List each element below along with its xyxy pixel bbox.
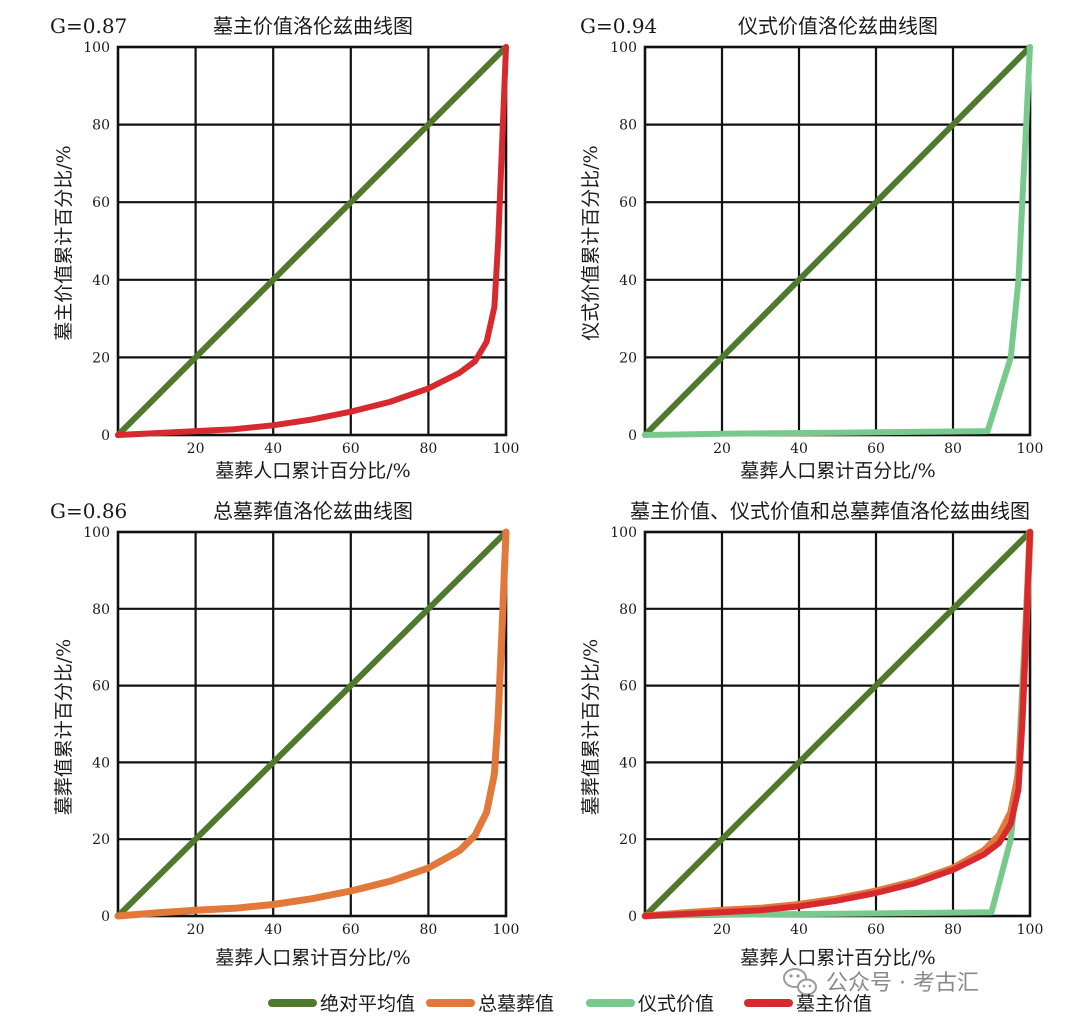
y-tick-label: 20 [619, 832, 637, 848]
x-tick-label: 100 [493, 922, 520, 938]
legend-item-equality: 绝对平均值 [268, 993, 415, 1015]
legend-label: 绝对平均值 [320, 993, 415, 1015]
y-tick-label: 80 [92, 118, 110, 134]
plot-area: 0 20 40 60 80 100 20 40 60 80 100 [83, 40, 519, 457]
y-axis-label: 墓主价值累计百分比/% [53, 145, 75, 340]
y-tick-label: 60 [619, 679, 637, 695]
x-tick-label: 80 [419, 922, 437, 938]
x-tick-label: 80 [419, 441, 437, 457]
y-tick-label: 0 [101, 909, 110, 925]
plot-frame [116, 530, 508, 918]
watermark: 公众号 · 考古汇 [783, 968, 979, 996]
series-line-ritual [642, 44, 1033, 438]
plot-area: 0 20 40 60 80 100 20 40 60 80 100 [610, 525, 1043, 938]
series-line-total [114, 528, 510, 920]
watermark-text: 公众号 · 考古汇 [826, 971, 979, 996]
x-tick-label: 20 [187, 922, 205, 938]
legend-item-owner: 墓主价值 [744, 993, 872, 1015]
series-line-equality [642, 44, 1033, 438]
y-tick-label: 80 [92, 602, 110, 618]
chart-title: 总墓葬值洛伦兹曲线图 [213, 499, 413, 523]
panel-combined: 墓主价值、仪式价值和总墓葬值洛伦兹曲线图 0 20 40 60 80 100 20 40 60 8… [580, 499, 1043, 969]
legend-label: 总墓葬值 [478, 993, 554, 1015]
x-tick-label: 20 [187, 441, 205, 457]
y-axis-label: 墓葬值累计百分比/% [53, 639, 75, 815]
x-tick-label: 80 [944, 441, 962, 457]
legend-label: 墓主价值 [796, 993, 872, 1015]
y-tick-label: 100 [83, 40, 110, 56]
x-axis-label: 墓葬人口累计百分比/% [215, 460, 410, 482]
y-tick-label: 60 [619, 195, 637, 211]
plot-area: 0 20 40 60 80 100 20 40 60 80 100 [610, 40, 1043, 457]
y-tick-label: 100 [610, 525, 637, 541]
gini-label: G=0.86 [50, 499, 127, 523]
y-tick-label: 20 [619, 350, 637, 366]
x-tick-label: 100 [1017, 922, 1044, 938]
y-tick-label: 0 [101, 428, 110, 444]
x-tick-label: 40 [790, 922, 808, 938]
y-tick-label: 0 [628, 428, 637, 444]
legend-item-ritual: 仪式价值 [586, 993, 714, 1015]
gini-label: G=0.87 [50, 14, 127, 38]
series-line-equality [115, 529, 509, 919]
plot-frame [116, 45, 508, 437]
x-axis-label: 墓葬人口累计百分比/% [215, 947, 410, 969]
y-tick-label: 100 [83, 525, 110, 541]
y-tick-label: 40 [92, 273, 110, 289]
series-line-equality [115, 44, 509, 438]
gini-label: G=0.94 [580, 14, 657, 38]
y-tick-label: 60 [92, 195, 110, 211]
legend-label: 仪式价值 [638, 993, 714, 1015]
y-tick-label: 20 [92, 350, 110, 366]
y-tick-label: 40 [619, 755, 637, 771]
legend: 绝对平均值 总墓葬值 仪式价值 墓主价值 [268, 993, 872, 1015]
y-tick-label: 60 [92, 679, 110, 695]
x-tick-label: 40 [264, 441, 282, 457]
plot-area: 0 20 40 60 80 100 20 40 60 80 100 [83, 525, 519, 938]
y-tick-label: 40 [619, 273, 637, 289]
x-tick-label: 100 [493, 441, 520, 457]
x-tick-label: 40 [790, 441, 808, 457]
wechat-icon [783, 968, 817, 996]
x-tick-label: 20 [713, 441, 731, 457]
panel-total-value: G=0.86 总墓葬值洛伦兹曲线图 0 20 40 60 80 100 20 40 60 80 10… [50, 499, 519, 969]
chart-title: 仪式价值洛伦兹曲线图 [738, 14, 938, 38]
panel-owner-value: G=0.87 墓主价值洛伦兹曲线图 0 20 40 60 80 100 20 40 60 80 10… [50, 14, 519, 482]
y-tick-label: 40 [92, 755, 110, 771]
x-tick-label: 60 [867, 922, 885, 938]
x-tick-label: 60 [867, 441, 885, 457]
x-axis-label: 墓葬人口累计百分比/% [740, 460, 935, 482]
x-tick-label: 80 [944, 922, 962, 938]
chart-title: 墓主价值洛伦兹曲线图 [213, 14, 413, 38]
y-tick-label: 80 [619, 118, 637, 134]
series-line-owner [642, 529, 1033, 919]
y-tick-label: 80 [619, 602, 637, 618]
y-tick-label: 20 [92, 832, 110, 848]
legend-item-total: 总墓葬值 [426, 993, 554, 1015]
panel-ritual-value: G=0.94 仪式价值洛伦兹曲线图 0 20 40 60 80 100 20 40 60 80 10… [580, 14, 1043, 482]
y-axis-label: 墓葬值累计百分比/% [580, 639, 602, 815]
series-line-equality [642, 529, 1033, 919]
y-tick-label: 0 [628, 909, 637, 925]
x-axis-label: 墓葬人口累计百分比/% [740, 947, 935, 969]
x-tick-label: 60 [342, 441, 360, 457]
series-line-owner [115, 44, 509, 438]
y-axis-label: 仪式价值累计百分比/% [580, 145, 602, 340]
x-tick-label: 100 [1017, 441, 1044, 457]
chart-title: 墓主价值、仪式价值和总墓葬值洛伦兹曲线图 [630, 499, 1030, 523]
x-tick-label: 20 [713, 922, 731, 938]
y-tick-label: 100 [610, 40, 637, 56]
x-tick-label: 40 [264, 922, 282, 938]
x-tick-label: 60 [342, 922, 360, 938]
